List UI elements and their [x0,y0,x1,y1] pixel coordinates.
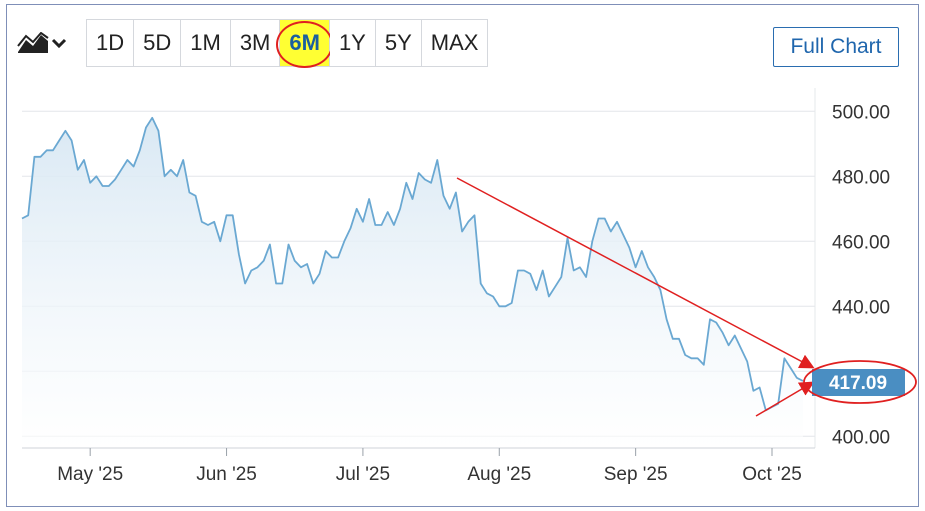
range-selector: 1D 5D 1M 3M 6M 1Y 5Y MAX [86,19,489,68]
full-chart-button[interactable]: Full Chart [773,27,899,67]
range-button-1y[interactable]: 1Y [329,20,376,66]
range-button-5y[interactable]: 5Y [375,20,422,66]
y-tick-label: 440.00 [832,297,890,318]
x-tick-label: Jul '25 [336,464,390,485]
price-line [21,116,804,412]
price-area [21,116,804,449]
range-button-3m[interactable]: 3M [230,20,281,66]
price-arrow [755,381,815,417]
range-button-1m[interactable]: 1M [181,20,231,66]
range-button-6m[interactable]: 6M [276,20,333,68]
price-highlight-circle [803,360,917,404]
range-button-max[interactable]: MAX [421,20,488,66]
annotations [456,177,815,417]
y-tick-label: 400.00 [832,427,890,448]
x-tick-label: May '25 [57,464,123,485]
x-tick-label: Oct '25 [742,464,802,485]
trend-arrow [456,177,815,369]
x-tick-label: Aug '25 [467,464,531,485]
chart-toolbar: 1D 5D 1M 3M 6M 1Y 5Y MAX [14,18,489,68]
y-tick-label: 500.00 [832,102,890,123]
range-button-5d[interactable]: 5D [134,20,182,66]
x-tick-label: Jun '25 [196,464,257,485]
axes: 500.00 480.00 460.00 440.00 400.00 May '25 Jun… [22,88,890,485]
x-tick-label: Sep '25 [604,464,668,485]
range-button-1d[interactable]: 1D [87,20,135,66]
last-price-tag: 417.09 [803,360,917,404]
y-tick-label: 460.00 [832,232,890,253]
chevron-down-icon [51,38,67,49]
price-tag-box [812,369,905,396]
chart-type-button[interactable] [14,19,70,67]
last-price-label: 417.09 [829,373,887,394]
area-chart-icon [17,32,49,53]
area-fill [22,117,803,449]
y-tick-label: 480.00 [832,167,890,188]
